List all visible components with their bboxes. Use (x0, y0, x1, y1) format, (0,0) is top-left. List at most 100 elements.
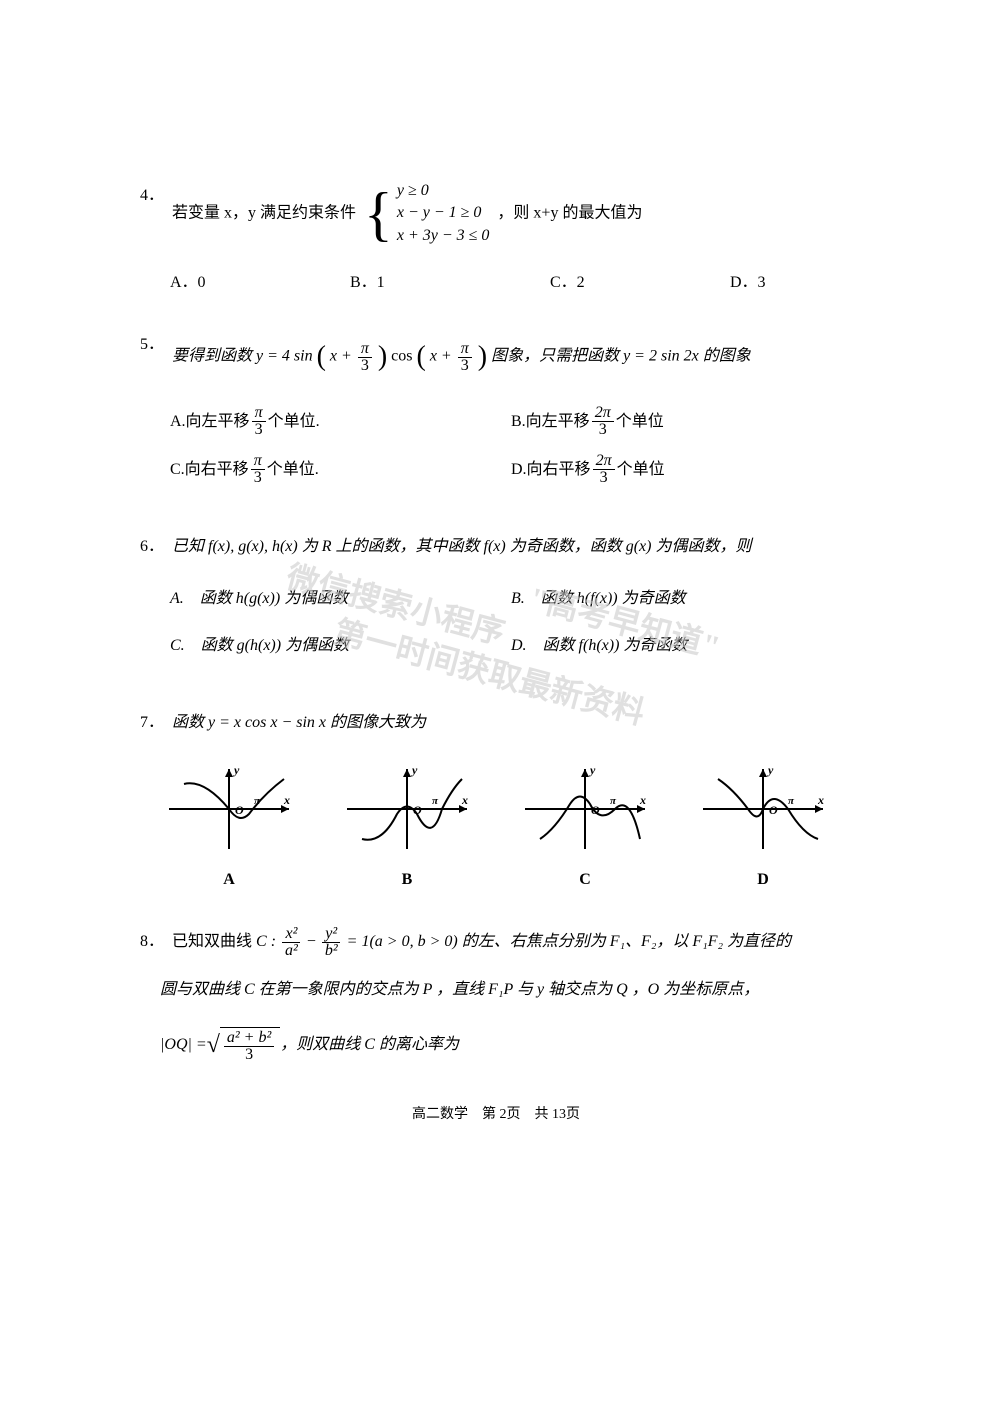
paren-left-1: ( (317, 341, 326, 372)
q8-line3-after: ，则双曲线 C 的离心率为 (280, 1029, 459, 1061)
svg-text:π: π (610, 795, 617, 807)
q5-inner1: x + (330, 348, 352, 365)
q4-option-c: C．2 (550, 267, 730, 299)
sqrt-content: a² + b² 3 (220, 1027, 280, 1063)
fb: b² (322, 943, 341, 959)
q5-body: 要得到函数 y = 4 sin ( x + π 3 ) cos ( x + π … (172, 329, 852, 385)
q7-number: 7． (140, 707, 164, 739)
opt-b-pre: B.向左平移 (511, 406, 590, 438)
frac-b: 2π 3 (592, 405, 614, 438)
paren-right-2: ) (478, 341, 487, 372)
q5-option-b: B.向左平移 2π 3 个单位 (511, 405, 852, 438)
q8-line2-text: 圆与双曲线 C 在第一象限内的交点为 P ，直线 F₁P 与 y 轴交点为 Q … (160, 981, 759, 998)
graph-b-svg: O x y π (337, 759, 477, 859)
svg-text:y: y (410, 763, 418, 777)
curve-label: C : (256, 933, 276, 950)
fb: a² (282, 943, 301, 959)
q4-text-before: 若变量 x，y 满足约束条件 (172, 204, 356, 221)
fb: 3 (242, 1047, 256, 1063)
q8-line1: 8． 已知双曲线 C : x² a² − y² b² = 1(a > 0, b … (140, 926, 852, 959)
ft: π (252, 405, 266, 422)
constraint-2: x − y − 1 ≥ 0 (397, 202, 490, 224)
frac-sqrt: a² + b² 3 (224, 1030, 274, 1063)
q8-text-after: 的左、右焦点分别为 F₁、F₂，以 F₁F₂ 为直径的 (462, 933, 791, 950)
opt-d-post: 个单位 (617, 454, 665, 486)
q4-options: A．0 B．1 C．2 D．3 (140, 267, 852, 299)
opt-c-post: 个单位. (267, 454, 319, 486)
graph-b: O x y π B (337, 759, 477, 896)
q6-options: A. 函数 h(g(x)) 为偶函数 B. 函数 h(f(x)) 为奇函数 C.… (140, 583, 852, 677)
q5-number: 5． (140, 329, 164, 361)
q6-text: 6． 已知 f(x), g(x), h(x) 为 R 上的函数，其中函数 f(x… (140, 531, 852, 563)
question-5: 5． 要得到函数 y = 4 sin ( x + π 3 ) cos ( x +… (140, 329, 852, 501)
q5-option-d: D.向右平移 2π 3 个单位 (511, 453, 852, 486)
q4-option-b: B．1 (350, 267, 550, 299)
svg-text:π: π (432, 795, 439, 807)
ft: π (251, 453, 265, 470)
svg-text:y: y (232, 763, 240, 777)
frac-xa: x² a² (282, 926, 301, 959)
frac-pi-3-b: π 3 (458, 341, 472, 374)
q4-option-a: A．0 (170, 267, 350, 299)
frac-a: π 3 (252, 405, 266, 438)
q5-option-c: C.向右平移 π 3 个单位. (170, 453, 511, 486)
q7-text: 7． 函数 y = x cos x − sin x 的图像大致为 (140, 707, 852, 739)
sqrt-expr: √ a² + b² 3 (207, 1021, 281, 1069)
frac-pi-3-a: π 3 (358, 341, 372, 374)
frac-top: π (458, 341, 472, 358)
q4-text: 4． 若变量 x，y 满足约束条件 { y ≥ 0 x − y − 1 ≥ 0 … (140, 180, 852, 247)
graph-b-label: B (402, 864, 413, 896)
svg-text:x: x (283, 793, 290, 807)
q8-text-before: 已知双曲线 (172, 933, 252, 950)
q8-line3: |OQ| = √ a² + b² 3 ，则双曲线 C 的离心率为 (140, 1021, 852, 1069)
constraint-1: y ≥ 0 (397, 180, 490, 202)
eq-part: = 1(a > 0, b > 0) (347, 933, 458, 950)
question-4: 4． 若变量 x，y 满足约束条件 { y ≥ 0 x − y − 1 ≥ 0 … (140, 180, 852, 299)
q6-number: 6． (140, 531, 164, 563)
brace-icon: { (364, 184, 393, 244)
q6-option-a: A. 函数 h(g(x)) 为偶函数 (170, 583, 511, 615)
svg-text:y: y (588, 763, 596, 777)
opt-a-pre: A.向左平移 (170, 406, 250, 438)
q5-text: 5． 要得到函数 y = 4 sin ( x + π 3 ) cos ( x +… (140, 329, 852, 385)
q6-option-d: D. 函数 f(h(x)) 为奇函数 (511, 630, 852, 662)
oq-left: |OQ| = (160, 1029, 207, 1061)
frac-bot: 3 (458, 358, 472, 374)
graph-d-svg: O x y π (693, 759, 833, 859)
q8-line2: 圆与双曲线 C 在第一象限内的交点为 P ，直线 F₁P 与 y 轴交点为 Q … (140, 974, 852, 1006)
q5-text-after: 图象，只需把函数 y = 2 sin 2x 的图象 (491, 348, 751, 365)
ft: x² (282, 926, 300, 943)
q4-number: 4． (140, 180, 164, 212)
svg-text:y: y (766, 763, 774, 777)
opt-c-pre: C.向右平移 (170, 454, 249, 486)
constraint-lines: y ≥ 0 x − y − 1 ≥ 0 x + 3y − 3 ≤ 0 (397, 180, 490, 247)
graph-a: O x y π A (159, 759, 299, 896)
graph-d-label: D (757, 864, 769, 896)
svg-text:x: x (639, 793, 646, 807)
q5-text-before: 要得到函数 y = 4 sin (172, 348, 313, 365)
graph-d: O x y π D (693, 759, 833, 896)
q6-body: 已知 f(x), g(x), h(x) 为 R 上的函数，其中函数 f(x) 为… (172, 531, 852, 563)
q4-option-d: D．3 (730, 267, 850, 299)
constraint-brace: { y ≥ 0 x − y − 1 ≥ 0 x + 3y − 3 ≤ 0 (364, 180, 489, 247)
opt-d-pre: D.向右平移 (511, 454, 591, 486)
fb: 3 (252, 422, 266, 438)
q8-number: 8． (140, 926, 164, 958)
svg-text:O: O (235, 803, 244, 817)
q5-inner2: x + (430, 348, 452, 365)
q7-graphs: O x y π A O x y π B (140, 759, 852, 896)
fb: 3 (596, 422, 610, 438)
svg-text:O: O (769, 803, 778, 817)
graph-a-svg: O x y π (159, 759, 299, 859)
paren-right-1: ) (378, 341, 387, 372)
frac-yb: y² b² (322, 926, 341, 959)
ft: 2π (593, 453, 615, 470)
fb: 3 (251, 470, 265, 486)
svg-text:x: x (817, 793, 824, 807)
question-8: 8． 已知双曲线 C : x² a² − y² b² = 1(a > 0, b … (140, 926, 852, 1069)
page-footer: 高二数学 第 2页 共 13页 (0, 1103, 992, 1123)
graph-c-svg: O x y π (515, 759, 655, 859)
opt-a-post: 个单位. (268, 406, 320, 438)
sqrt-icon: √ (207, 1021, 220, 1069)
q6-option-b: B. 函数 h(f(x)) 为奇函数 (511, 583, 852, 615)
